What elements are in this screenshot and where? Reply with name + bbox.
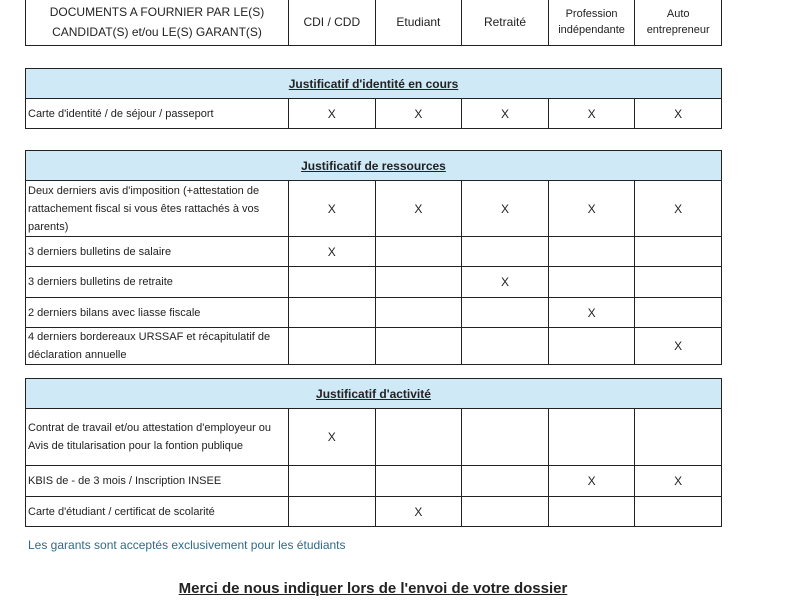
requirement-mark [288, 465, 376, 497]
requirement-mark: X [461, 266, 549, 298]
requirement-mark [461, 465, 549, 497]
requirement-mark: X [288, 180, 376, 237]
requirement-mark [374, 266, 463, 298]
document-label: KBIS de - de 3 mois / Inscription INSEE [25, 465, 289, 497]
requirement-mark: X [374, 180, 463, 237]
requirement-mark [461, 236, 549, 267]
requirement-mark [547, 408, 636, 466]
requirement-mark [547, 496, 636, 527]
requirement-mark [288, 496, 376, 527]
header-title: DOCUMENTS A FOURNIER PAR LE(S) CANDIDAT(… [25, 0, 289, 46]
guarantor-note: Les garants sont acceptés exclusivement … [28, 538, 346, 552]
requirement-mark: X [634, 98, 722, 129]
requirement-mark [634, 236, 722, 267]
table-row: KBIS de - de 3 mois / Inscription INSEE X… [25, 465, 722, 497]
requirement-mark [634, 408, 722, 466]
requirement-mark [374, 408, 463, 466]
document-label: 3 derniers bulletins de retraite [25, 266, 289, 298]
table-row: Deux derniers avis d'imposition (+attest… [25, 180, 722, 237]
requirement-mark: X [547, 465, 636, 497]
document-label: Deux derniers avis d'imposition (+attest… [25, 180, 289, 237]
requirement-mark [288, 266, 376, 298]
table-row: Carte d'identité / de séjour / passeport… [25, 98, 722, 129]
document-label: Carte d'identité / de séjour / passeport [25, 98, 289, 129]
requirement-mark [288, 327, 376, 365]
requirement-mark [461, 327, 549, 365]
document-label: 4 derniers bordereaux URSSAF et récapitu… [25, 327, 289, 365]
requirement-mark: X [634, 465, 722, 497]
requirement-mark [634, 297, 722, 328]
requirement-mark: X [547, 297, 636, 328]
footer-heading: Merci de nous indiquer lors de l'envoi d… [178, 580, 568, 597]
table-row: 3 derniers bulletins de salaire X [25, 236, 722, 267]
requirement-mark: X [288, 408, 376, 466]
requirement-mark: X [288, 98, 376, 129]
table-row: 3 derniers bulletins de retraite X [25, 266, 722, 298]
requirement-mark [634, 496, 722, 527]
document-label: 3 derniers bulletins de salaire [25, 236, 289, 267]
requirement-mark [461, 408, 549, 466]
section-resources-table: Justificatif de ressources Deux derniers … [25, 150, 722, 365]
document-label: Contrat de travail et/ou attestation d'e… [25, 408, 289, 466]
requirement-mark [374, 327, 463, 365]
requirement-mark: X [461, 98, 549, 129]
requirement-mark [634, 266, 722, 298]
table-row: 4 derniers bordereaux URSSAF et récapitu… [25, 327, 722, 365]
requirement-mark: X [547, 180, 636, 237]
section-activity-title: Justificatif d'activité [25, 378, 722, 409]
header-table: DOCUMENTS A FOURNIER PAR LE(S) CANDIDAT(… [25, 0, 722, 46]
document-label: 2 derniers bilans avec liasse fiscale [25, 297, 289, 328]
column-retraite: Retraité [461, 0, 549, 46]
table-row: 2 derniers bilans avec liasse fiscale X [25, 297, 722, 328]
requirement-mark: X [374, 496, 463, 527]
requirement-mark: X [547, 98, 636, 129]
requirement-mark [374, 465, 463, 497]
requirement-mark: X [374, 98, 463, 129]
requirement-mark: X [461, 180, 549, 237]
requirement-mark [547, 266, 636, 298]
column-cdi-cdd: CDI / CDD [288, 0, 376, 46]
column-auto-entrepreneur: Auto entrepreneur [634, 0, 722, 46]
requirement-mark [461, 496, 549, 527]
requirement-mark [461, 297, 549, 328]
requirement-mark: X [634, 180, 722, 237]
section-identity-title: Justificatif d'identité en cours [25, 68, 722, 99]
requirement-mark [374, 297, 463, 328]
requirement-mark: X [288, 236, 376, 267]
requirement-mark [547, 327, 636, 365]
section-identity-table: Justificatif d'identité en cours Carte d'… [25, 68, 722, 129]
requirement-mark [288, 297, 376, 328]
document-label: Carte d'étudiant / certificat de scolari… [25, 496, 289, 527]
table-row: Contrat de travail et/ou attestation d'e… [25, 408, 722, 466]
column-etudiant: Etudiant [374, 0, 463, 46]
section-resources-title: Justificatif de ressources [25, 150, 722, 181]
requirement-mark: X [634, 327, 722, 365]
requirement-mark [547, 236, 636, 267]
section-activity-table: Justificatif d'activité Contrat de travai… [25, 378, 722, 527]
table-row: Carte d'étudiant / certificat de scolari… [25, 496, 722, 527]
column-profession-independante: Profession indépendante [547, 0, 636, 46]
requirement-mark [374, 236, 463, 267]
